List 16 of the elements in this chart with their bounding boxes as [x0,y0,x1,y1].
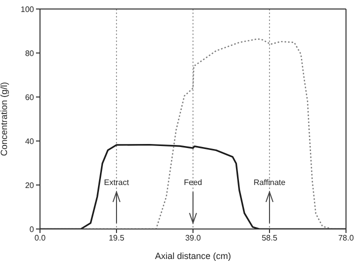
annotation: Feed [184,178,202,187]
x-tick-label: 58.5 [262,234,278,243]
y-tick-label: 20 [25,180,35,190]
y-tick-label: 60 [25,92,35,102]
y-tick-label: 0 [30,224,35,234]
x-axis-title: Axial distance (cm) [154,251,232,261]
y-tick-label: 100 [20,4,35,14]
x-tick-label: 19.5 [108,234,125,243]
y-tick-label: 40 [25,136,35,146]
annotation: Extract [104,178,130,187]
annotation: Raffinate [254,178,286,187]
x-tick-label: 78.0 [338,234,354,243]
y-tick-label: 80 [25,48,35,58]
y-axis-title: Concentration (g/l) [0,82,10,156]
x-tick-label: 39.0 [185,234,202,243]
x-tick-label: 0.0 [34,234,46,243]
